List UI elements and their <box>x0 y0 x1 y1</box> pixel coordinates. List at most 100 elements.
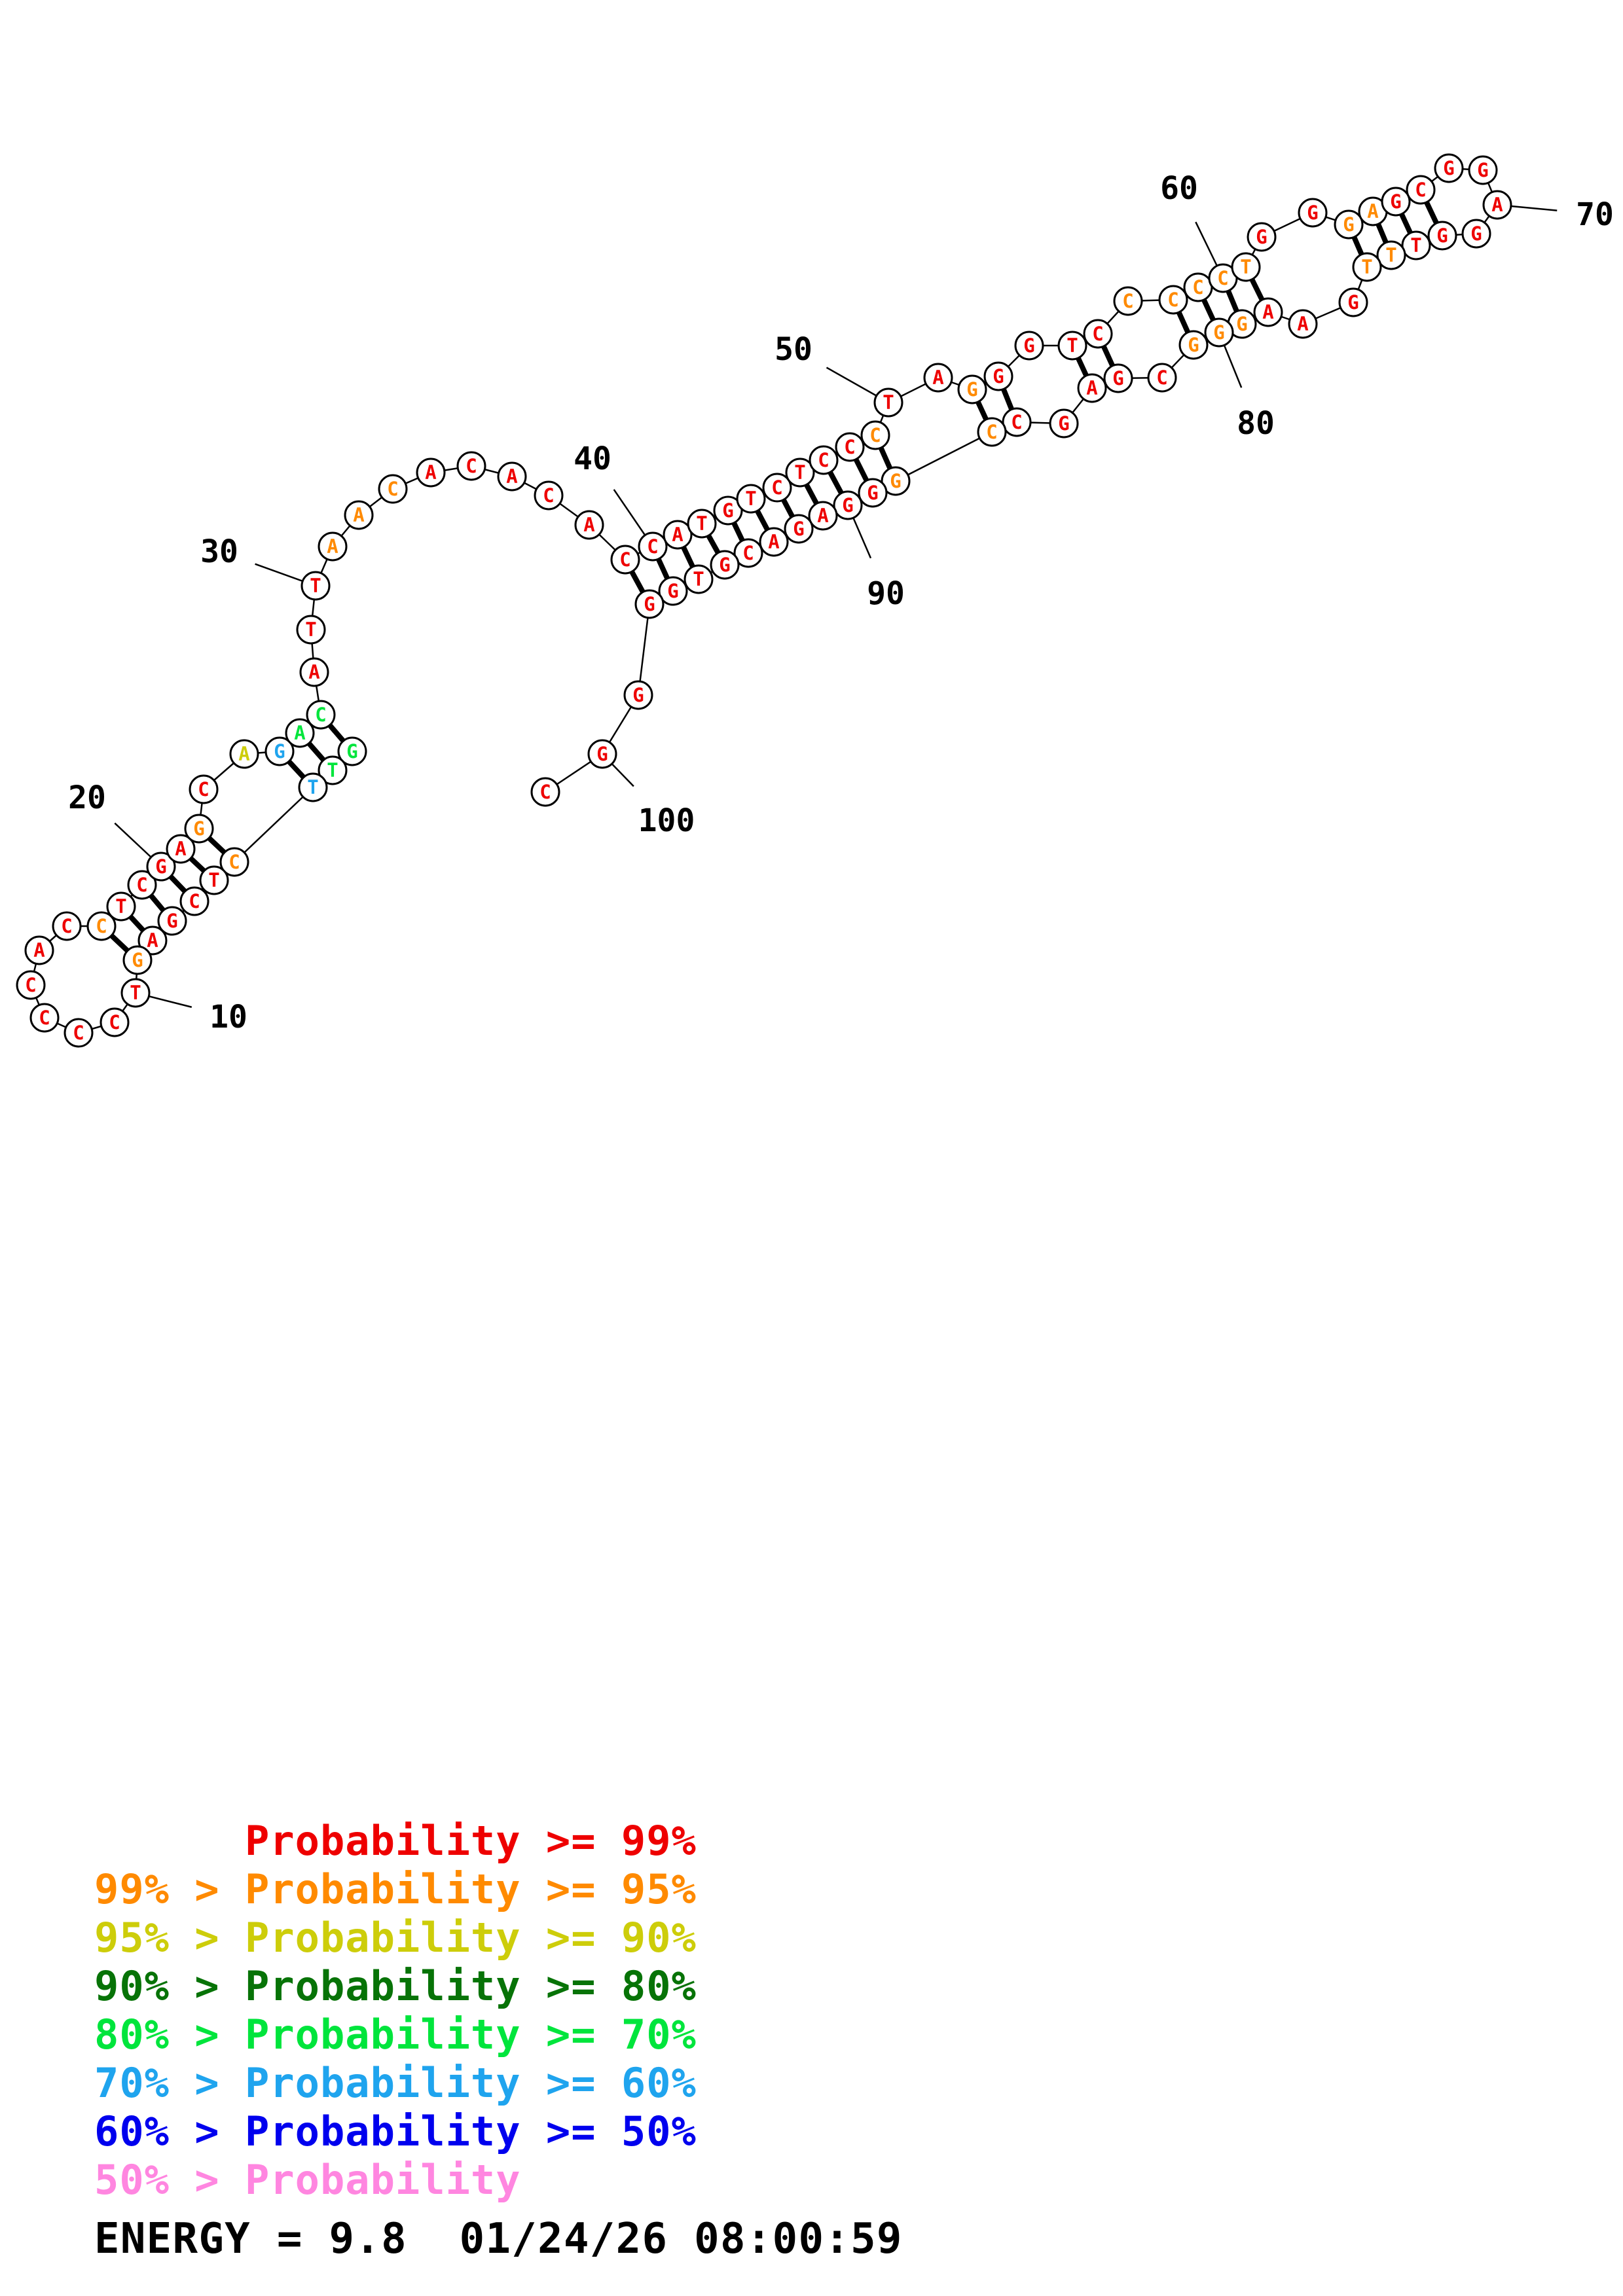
nucleotide <box>1253 297 1283 327</box>
energy-line: ENERGY = 9.8 01/24/26 08:00:59 <box>94 2215 903 2263</box>
nucleotide <box>858 478 888 508</box>
nucleotide-letter: G <box>722 499 733 522</box>
nucleotide <box>378 474 408 504</box>
position-label: 50 <box>775 331 812 368</box>
nucleotide-letter: C <box>1011 411 1022 433</box>
nucleotide <box>1461 219 1491 249</box>
nucleotide <box>684 564 714 594</box>
legend-row: 80% > Probability >= 70% <box>94 2011 697 2058</box>
nucleotide <box>736 484 766 514</box>
nucleotide <box>229 739 259 769</box>
nucleotide <box>219 847 249 877</box>
nucleotide <box>16 970 46 1000</box>
nucleotide-letter: C <box>61 915 72 937</box>
nucleotide <box>1014 331 1044 361</box>
nucleotide <box>710 550 740 580</box>
nucleotide-letter: G <box>867 482 878 504</box>
position-label: 90 <box>867 575 905 612</box>
nucleotide-letter: G <box>842 494 853 516</box>
nucleotide <box>762 473 792 503</box>
nucleotide <box>1468 155 1498 185</box>
nucleotide-letter: A <box>672 524 683 546</box>
nucleotide <box>1434 153 1464 183</box>
nucleotide-letter: C <box>387 478 398 500</box>
nucleotide <box>1334 209 1364 240</box>
nucleotide-letter: G <box>1112 367 1123 389</box>
nucleotide-letter: A <box>1491 194 1503 216</box>
nucleotide-letter: C <box>1156 367 1167 389</box>
nucleotide-letter: G <box>793 518 804 540</box>
nucleotide-letter: T <box>1410 234 1421 257</box>
nucleotide-letter: C <box>136 874 147 896</box>
nucleotide-letter: G <box>1343 213 1354 236</box>
nucleotide-letter: C <box>818 449 829 471</box>
nucleotide <box>456 451 486 481</box>
legend-row: 60% > Probability >= 50% <box>94 2108 697 2155</box>
nucleotide-letter: A <box>1086 377 1097 399</box>
nucleotide-letter: G <box>1188 334 1199 356</box>
nucleotide <box>296 615 326 645</box>
nucleotide <box>785 457 815 488</box>
nucleotide-letter: C <box>315 704 326 726</box>
nucleotide-letter: C <box>539 781 551 803</box>
nucleotide-letter: C <box>1415 179 1426 201</box>
nucleotide-letter: G <box>346 740 357 762</box>
nucleotide <box>808 501 838 531</box>
nucleotide-letter: C <box>1092 323 1103 345</box>
nucleotide-letter: C <box>109 1011 120 1033</box>
nucleotide-letter: G <box>890 470 901 492</box>
nucleotide-letter: T <box>693 568 704 590</box>
nucleotide <box>1482 190 1512 220</box>
nucleotide <box>687 509 717 539</box>
nucleotide <box>189 774 219 804</box>
legend-row: 99% > Probability >= 95% <box>94 1865 697 1913</box>
nucleotide-letter: G <box>1477 159 1488 181</box>
nucleotide-letter: C <box>543 484 554 507</box>
nucleotide <box>299 657 329 687</box>
nucleotide <box>29 1003 60 1033</box>
nucleotide-letter: G <box>155 855 166 878</box>
position-label: 40 <box>574 440 611 477</box>
nucleotide <box>1049 408 1079 439</box>
nucleotide <box>416 457 446 488</box>
nucleotide-letter: G <box>596 743 608 765</box>
nucleotide <box>100 1007 130 1037</box>
nucleotide <box>623 680 653 710</box>
nucleotide <box>860 420 890 450</box>
nucleotide <box>1002 407 1032 437</box>
nucleotide-letter: A <box>1262 301 1273 323</box>
nucleotide <box>306 700 336 730</box>
nucleotide <box>179 886 210 916</box>
nucleotide-letter: C <box>189 890 200 912</box>
nucleotide <box>337 736 367 766</box>
backbone-segment <box>234 787 314 863</box>
nucleotide <box>86 911 117 941</box>
nucleotide-letter: C <box>844 436 855 458</box>
nucleotide-letter: G <box>719 554 730 576</box>
nucleotide <box>146 852 176 882</box>
backbone-segment <box>637 603 651 696</box>
nucleotide <box>1083 319 1113 349</box>
nucleotide-letter: G <box>993 365 1004 387</box>
nucleotide-letter: T <box>1361 256 1372 278</box>
nucleotide-letter: A <box>175 838 186 860</box>
nucleotide-letter: G <box>274 740 285 762</box>
legend-row: Probability >= 99% <box>94 1817 697 1865</box>
nucleotide <box>1247 222 1277 252</box>
nucleotide <box>1401 230 1431 260</box>
nucleotide <box>658 576 688 606</box>
nucleotide <box>923 363 953 393</box>
nucleotide <box>534 480 564 511</box>
nucleotide <box>1147 363 1177 393</box>
nucleotide <box>634 589 665 619</box>
nucleotide <box>285 718 315 748</box>
nucleotide-letter: A <box>817 505 828 527</box>
nucleotide-letter: T <box>696 512 707 535</box>
nucleotide-letter: G <box>193 817 204 840</box>
nucleotide-letter: G <box>1213 321 1224 344</box>
nucleotide <box>663 520 693 550</box>
nucleotide <box>344 500 374 530</box>
nucleotide <box>833 490 863 520</box>
legend-row: 95% > Probability >= 90% <box>94 1914 697 1962</box>
nucleotide-letter: G <box>166 910 177 932</box>
